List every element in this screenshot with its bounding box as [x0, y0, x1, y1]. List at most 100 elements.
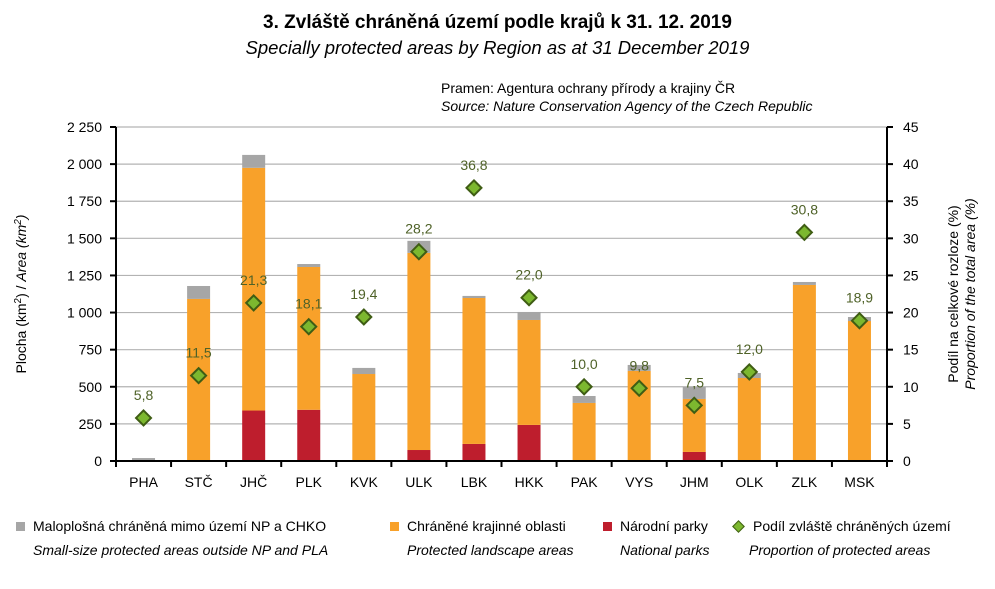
bar-small-size: [132, 458, 156, 461]
bar-national-parks: [682, 451, 706, 461]
y-tick-label: 750: [79, 342, 103, 358]
bar-landscape: [242, 167, 266, 411]
y-tick-label: 1 250: [67, 267, 102, 283]
y-tick-label: 250: [79, 416, 103, 432]
bar-landscape: [352, 374, 376, 461]
data-label: 5,8: [134, 387, 154, 403]
bar-small-size: [242, 154, 266, 168]
y2-tick-label: 45: [903, 119, 919, 135]
source-cz: Pramen: Agentura ochrany přírody a kraji…: [441, 80, 736, 96]
y-tick-label: 2 000: [67, 156, 102, 172]
chart-subtitle: Specially protected areas by Region as a…: [245, 37, 750, 58]
bar-landscape: [517, 319, 541, 425]
legend-label-cz: Chráněné krajinné oblasti: [407, 518, 566, 534]
x-tick-label: LBK: [461, 474, 488, 490]
data-label: 28,2: [405, 221, 432, 237]
y2-tick-label: 5: [903, 416, 911, 432]
y2-tick-label: 30: [903, 230, 919, 246]
legend-swatch-landscape: [390, 522, 399, 531]
bar-small-size: [627, 364, 651, 371]
legend-label-en: Proportion of protected areas: [749, 542, 931, 558]
proportion-point: [740, 363, 759, 381]
data-label: 11,5: [185, 345, 211, 361]
y2-tick-label: 15: [903, 342, 919, 358]
data-label: 30,8: [791, 201, 818, 217]
y2-tick-label: 25: [903, 267, 919, 283]
data-label: 21,3: [240, 272, 267, 288]
legend-item-proportion: Podíl zvláště chráněných území Proportio…: [732, 516, 951, 560]
y-tick-label: 0: [94, 453, 102, 469]
legend-swatch-small-size: [16, 522, 25, 531]
bar-landscape: [847, 321, 871, 461]
bar-landscape: [462, 298, 486, 444]
proportion-point: [299, 317, 318, 336]
x-tick-label: PHA: [129, 474, 158, 490]
data-label: 19,4: [350, 286, 377, 302]
bar-small-size: [352, 367, 376, 375]
proportion-point: [520, 288, 538, 307]
axes: [110, 126, 893, 467]
y-tick-label: 1 000: [67, 305, 102, 321]
bar-national-parks: [462, 443, 486, 461]
bar-landscape: [792, 284, 816, 461]
legend-item-national-parks: Národní parky National parks: [603, 516, 710, 560]
bar-national-parks: [407, 450, 431, 461]
bars: [132, 154, 871, 461]
bar-landscape: [737, 378, 761, 461]
data-label: 36,8: [460, 157, 487, 173]
x-tick-label: JHM: [680, 474, 709, 490]
diamond-icon: [732, 520, 745, 533]
proportion-point: [465, 178, 483, 197]
x-tick-label: STČ: [185, 474, 213, 490]
y-tick-label: 500: [79, 379, 103, 395]
bar-national-parks: [517, 424, 541, 461]
x-tick-label: PLK: [296, 474, 323, 490]
x-tick-label: MSK: [844, 474, 875, 490]
proportion-point: [575, 377, 594, 396]
bar-small-size: [682, 386, 706, 399]
bar-small-size: [517, 311, 541, 320]
bar-landscape: [297, 266, 321, 410]
source-en: Source: Nature Conservation Agency of th…: [441, 98, 813, 114]
x-tick-label: PAK: [571, 474, 599, 490]
x-tick-label: HKK: [515, 474, 544, 490]
bar-small-size: [297, 264, 321, 267]
legend-label-cz: Národní parky: [620, 518, 708, 534]
data-labels: 5,8 11,5 21,3 18,1 19,4 28,2 36,8 22,0 10,0 9,8 7,…: [134, 157, 873, 403]
bar-landscape: [627, 370, 651, 461]
x-tick-label: ULK: [405, 474, 433, 490]
bar-landscape: [407, 252, 431, 451]
legend-swatch-national-parks: [603, 522, 612, 531]
proportion-point: [630, 379, 649, 398]
proportion-point: [134, 409, 153, 427]
data-label: 12,0: [736, 341, 763, 357]
x-tick-label: VYS: [625, 474, 653, 490]
bar-small-size: [462, 295, 486, 299]
data-label: 7,5: [685, 374, 705, 390]
proportion-point: [409, 242, 428, 261]
data-label: 10,0: [570, 356, 597, 372]
y-tick-label: 1 750: [67, 193, 102, 209]
legend-item-small-size: Maloplošná chráněná mimo území NP a CHKO…: [16, 516, 328, 560]
proportion-point: [189, 366, 208, 385]
bar-landscape: [682, 398, 706, 452]
legend-label-cz: Maloplošná chráněná mimo území NP a CHKO: [33, 518, 327, 534]
y-tick-label: 2 250: [67, 119, 102, 135]
data-label: 18,1: [295, 296, 322, 312]
y2-tick-label: 10: [903, 379, 919, 395]
legend-label-en: Small-size protected areas outside NP an…: [33, 542, 329, 558]
legend-label-cz: Podíl zvláště chráněných území: [753, 518, 951, 534]
bar-small-size: [572, 395, 596, 403]
data-label: 18,9: [846, 290, 873, 306]
y2-tick-label: 20: [903, 305, 919, 321]
proportion-point: [685, 396, 704, 415]
x-tick-label: ZLK: [792, 474, 818, 490]
x-tick-label: KVK: [350, 474, 379, 490]
legend-label-en: Protected landscape areas: [407, 542, 574, 558]
y-tick-label: 1 500: [67, 230, 102, 246]
legend: Maloplošná chráněná mimo území NP a CHKO…: [0, 516, 995, 576]
y-axis-title: Plocha (km2) / Area (km2): [13, 215, 30, 374]
y2-axis-title-en: Proportion of the total area (%): [962, 198, 978, 389]
y2-tick-label: 0: [903, 453, 911, 469]
